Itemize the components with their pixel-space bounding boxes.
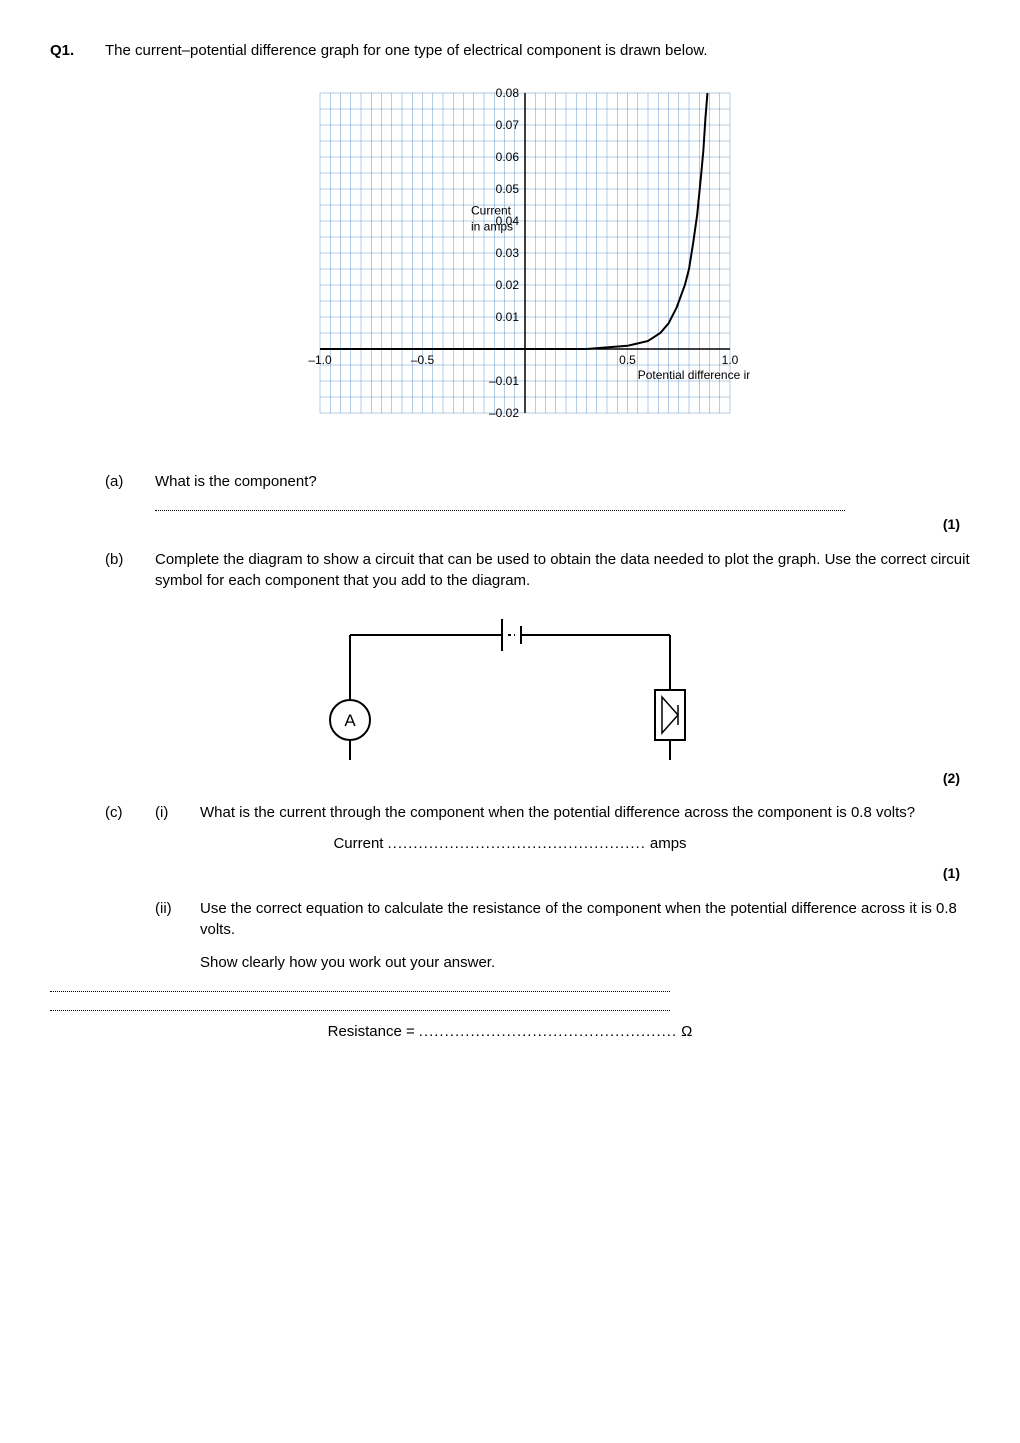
part-c-i-label: (i) [155, 802, 200, 823]
part-c-i-text: What is the current through the componen… [200, 802, 970, 823]
svg-text:0.5: 0.5 [619, 353, 636, 367]
question-label: Q1. [50, 40, 105, 61]
working-line-1[interactable] [50, 991, 670, 992]
svg-text:–0.5: –0.5 [411, 353, 435, 367]
svg-text:in amps: in amps [471, 220, 513, 234]
part-c-i-row: (c) (i) What is the current through the … [105, 802, 970, 823]
svg-text:0.05: 0.05 [496, 182, 520, 196]
part-a-text: What is the component? [155, 471, 970, 492]
part-c-ii-answer: Resistance = ...........................… [50, 1021, 970, 1042]
svg-text:0.08: 0.08 [496, 86, 520, 100]
svg-text:0.01: 0.01 [496, 310, 520, 324]
part-a-label: (a) [105, 471, 155, 492]
part-b-row: (b) Complete the diagram to show a circu… [105, 549, 970, 591]
part-c-ii-row: (ii) Use the correct equation to calcula… [105, 898, 970, 940]
svg-text:0.07: 0.07 [496, 118, 520, 132]
part-c-label: (c) [105, 802, 155, 823]
part-c-i-marks: (1) [50, 864, 970, 884]
answer-dotted-line[interactable] [155, 510, 845, 511]
current-unit: amps [650, 833, 687, 854]
current-dots[interactable]: ........................................… [387, 833, 645, 854]
svg-text:0.06: 0.06 [496, 150, 520, 164]
part-c-ii-instruction: Show clearly how you work out your answe… [200, 952, 970, 973]
resistance-dots[interactable]: ........................................… [419, 1021, 677, 1042]
circuit-diagram: A [50, 605, 970, 765]
resistance-unit: Ω [681, 1021, 692, 1042]
part-b-marks: (2) [50, 769, 970, 789]
part-a-marks: (1) [50, 515, 970, 535]
current-prefix: Current [333, 833, 383, 854]
svg-text:A: A [344, 711, 356, 730]
part-c-i-answer: Current ................................… [50, 833, 970, 854]
part-b-text: Complete the diagram to show a circuit t… [155, 549, 970, 591]
part-a-answer-line [155, 510, 970, 511]
circuit-svg: A [290, 605, 730, 765]
part-c-ii-working [50, 991, 970, 1011]
part-a-row: (a) What is the component? [105, 471, 970, 492]
svg-text:Current: Current [471, 204, 512, 218]
part-b-label: (b) [105, 549, 155, 570]
svg-text:Potential difference in volts: Potential difference in volts [638, 368, 750, 382]
question-stem: The current–potential difference graph f… [105, 40, 970, 61]
question-stem-row: Q1. The current–potential difference gra… [50, 40, 970, 61]
svg-text:0.03: 0.03 [496, 246, 520, 260]
svg-text:–0.02: –0.02 [489, 406, 519, 420]
working-line-2[interactable] [50, 1010, 670, 1011]
resistance-prefix: Resistance = [328, 1021, 415, 1042]
svg-text:–0.01: –0.01 [489, 374, 519, 388]
part-c-ii-label: (ii) [155, 898, 200, 919]
svg-text:–1.0: –1.0 [308, 353, 332, 367]
part-c-ii-text: Use the correct equation to calculate th… [200, 898, 970, 940]
svg-text:1.0: 1.0 [722, 353, 739, 367]
svg-text:0.02: 0.02 [496, 278, 520, 292]
iv-graph-svg: –1.0–0.50.51.0–0.02–0.010.010.020.030.04… [270, 73, 750, 453]
iv-graph: –1.0–0.50.51.0–0.02–0.010.010.020.030.04… [50, 73, 970, 453]
